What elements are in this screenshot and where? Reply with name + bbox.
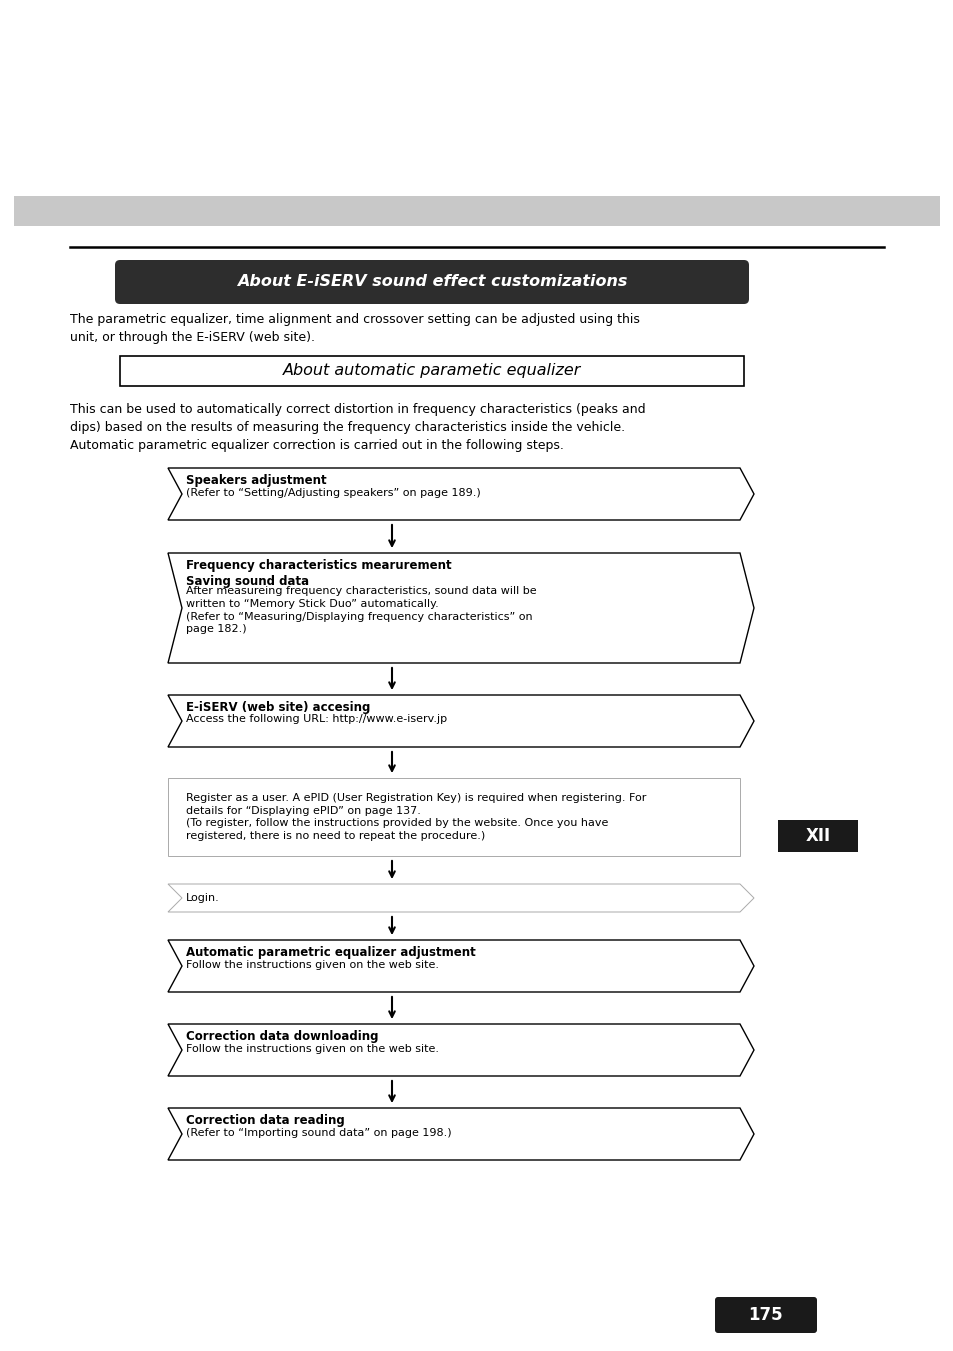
Bar	[14, 196, 939, 226]
Polygon shape	[168, 884, 753, 912]
Text: About automatic parametic equalizer: About automatic parametic equalizer	[282, 363, 580, 378]
Bar	[120, 357, 743, 386]
Polygon shape	[168, 778, 740, 857]
Polygon shape	[168, 940, 753, 992]
Text: Automatic parametric equalizer adjustment: Automatic parametric equalizer adjustmen…	[186, 946, 476, 959]
Text: Follow the instructions given on the web site.: Follow the instructions given on the web…	[186, 1043, 438, 1054]
Text: After measureing frequency characteristics, sound data will be
written to “Memor: After measureing frequency characteristi…	[186, 586, 536, 635]
Text: Correction data reading: Correction data reading	[186, 1115, 344, 1127]
Text: This can be used to automatically correct distortion in frequency characteristic: This can be used to automatically correc…	[70, 403, 645, 453]
Text: Correction data downloading: Correction data downloading	[186, 1029, 378, 1043]
Text: Login.: Login.	[186, 893, 219, 902]
Text: (Refer to “Importing sound data” on page 198.): (Refer to “Importing sound data” on page…	[186, 1128, 451, 1138]
FancyBboxPatch shape	[115, 259, 748, 304]
Polygon shape	[168, 694, 753, 747]
Text: E-iSERV (web site) accesing: E-iSERV (web site) accesing	[186, 701, 370, 713]
Bar	[778, 820, 857, 852]
Text: 175: 175	[748, 1306, 782, 1324]
Polygon shape	[168, 1108, 753, 1161]
Polygon shape	[168, 467, 753, 520]
Polygon shape	[168, 1024, 753, 1075]
Text: Follow the instructions given on the web site.: Follow the instructions given on the web…	[186, 959, 438, 970]
Polygon shape	[168, 553, 753, 663]
Text: The parametric equalizer, time alignment and crossover setting can be adjusted u: The parametric equalizer, time alignment…	[70, 313, 639, 345]
Text: Register as a user. A ePID (User Registration Key) is required when registering.: Register as a user. A ePID (User Registr…	[186, 793, 646, 842]
Text: (Refer to “Setting/Adjusting speakers” on page 189.): (Refer to “Setting/Adjusting speakers” o…	[186, 488, 480, 497]
Text: Access the following URL: http://www.e-iserv.jp: Access the following URL: http://www.e-i…	[186, 715, 447, 724]
Text: XII: XII	[804, 827, 830, 844]
FancyBboxPatch shape	[714, 1297, 816, 1333]
Text: About E-iSERV sound effect customizations: About E-iSERV sound effect customization…	[236, 274, 626, 289]
Text: Frequency characteristics mearurement
Saving sound data: Frequency characteristics mearurement Sa…	[186, 559, 451, 588]
Text: Speakers adjustment: Speakers adjustment	[186, 474, 326, 486]
